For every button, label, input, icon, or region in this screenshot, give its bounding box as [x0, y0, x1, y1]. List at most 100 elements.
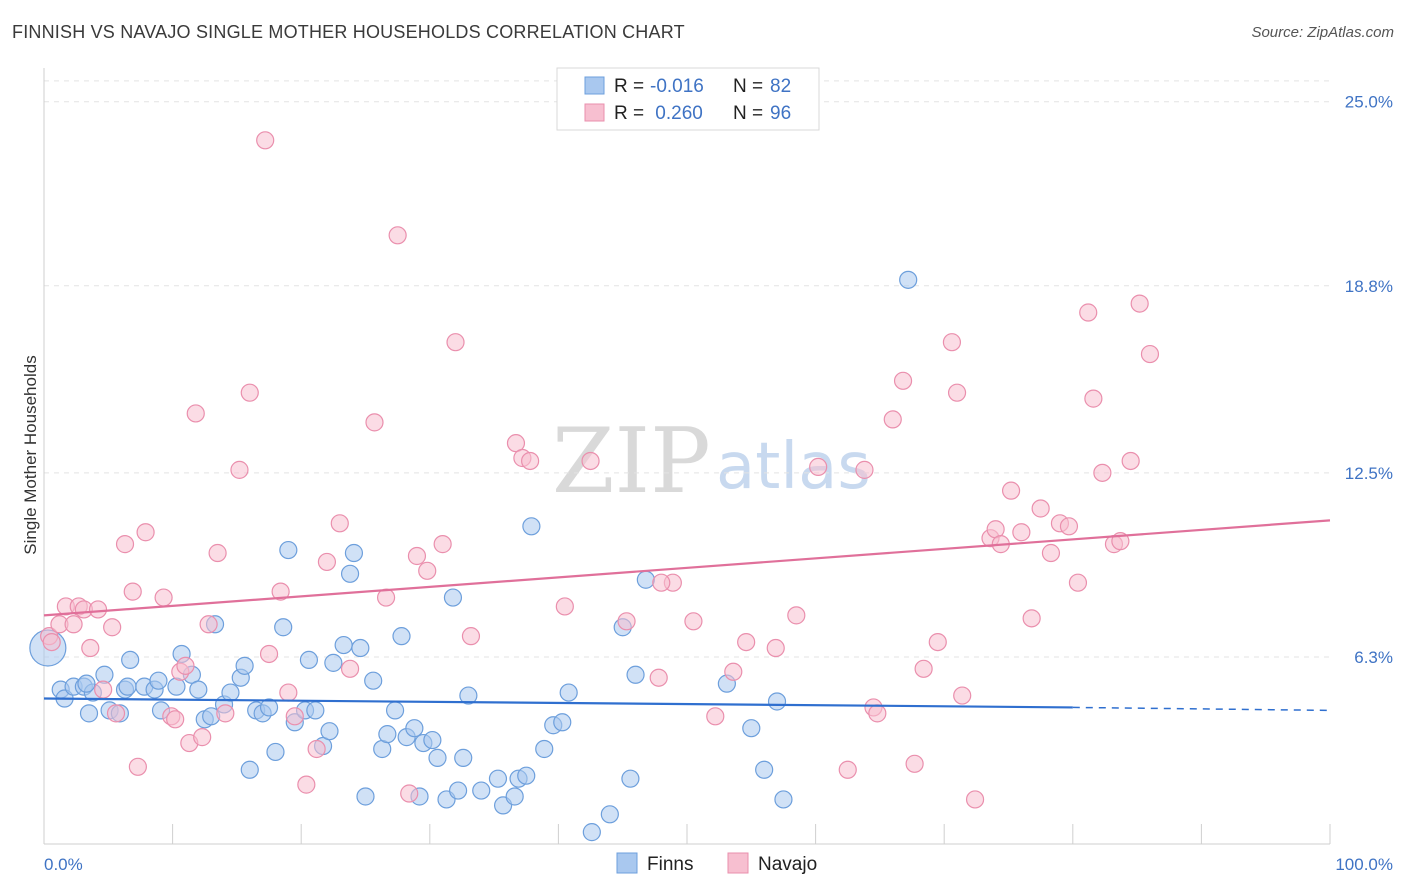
finns-point	[626, 665, 645, 684]
navajo-point	[256, 131, 275, 150]
navajo-point	[446, 333, 465, 352]
navajo-point	[199, 615, 218, 634]
finns-point	[240, 760, 259, 779]
axes	[43, 68, 1331, 845]
navajo-point	[868, 704, 887, 723]
navajo-point	[166, 710, 185, 729]
stats-legend: R = -0.016 N = 82 R = 0.260 N = 96	[556, 67, 820, 131]
navajo-point	[1012, 523, 1031, 542]
finns-point	[259, 698, 279, 717]
legend-swatch-navajo	[584, 103, 605, 122]
finns-point	[344, 543, 364, 563]
finns-point	[356, 787, 375, 806]
navajo-point	[307, 739, 326, 759]
navajo-point	[724, 662, 743, 681]
navajo-point	[128, 757, 147, 776]
legend-r-label-finns: R =	[614, 76, 644, 97]
finns-point	[77, 674, 96, 693]
finns-point	[535, 739, 554, 759]
navajo-point	[1130, 294, 1149, 313]
finns-point	[274, 618, 293, 637]
finns-point	[351, 638, 370, 658]
navajo-point	[1059, 517, 1079, 536]
navajo-point	[649, 668, 668, 687]
navajo-point	[64, 615, 83, 634]
navajo-point	[706, 707, 725, 726]
finns-point	[774, 790, 793, 809]
finns-point	[459, 686, 478, 705]
y-tick-labels: 6.3% 12.5% 18.8% 25.0%	[1345, 93, 1393, 667]
finns-point	[334, 635, 353, 655]
navajo-point	[388, 226, 407, 245]
navajo-point	[330, 514, 349, 533]
y-tick-label: 6.3%	[1354, 648, 1393, 667]
navajo-point	[123, 582, 142, 601]
navajo-point	[216, 704, 235, 723]
finns-point	[505, 787, 524, 806]
finns-point	[324, 653, 343, 672]
series-legend: Finns Navajo	[616, 852, 817, 875]
bottom-legend-finns: Finns	[647, 854, 693, 875]
finns-point	[279, 540, 298, 560]
y-tick-label: 12.5%	[1345, 464, 1393, 483]
navajo-point	[433, 535, 452, 554]
finns-point	[189, 680, 208, 699]
finns-point	[899, 270, 918, 289]
navajo-point	[106, 704, 126, 723]
navajo-point	[942, 333, 962, 352]
finns-point	[405, 719, 424, 738]
finns-point	[472, 781, 491, 800]
navajo-point	[1140, 344, 1160, 364]
navajo-point	[230, 460, 249, 479]
grid-lines	[44, 80, 1330, 658]
navajo-point	[809, 457, 828, 477]
finns-point	[621, 769, 640, 788]
navajo-point	[208, 543, 227, 563]
legend-n-value-finns: 82	[770, 76, 791, 97]
finns-point	[423, 730, 442, 750]
navajo-point	[186, 404, 205, 423]
watermark-zip: ZIP	[552, 409, 711, 514]
watermark: ZIP atlas	[552, 409, 871, 514]
navajo-point	[883, 410, 902, 429]
navajo-point	[652, 573, 671, 592]
navajo-point	[1121, 451, 1140, 471]
navajo-point	[136, 523, 155, 542]
navajo-point	[1031, 499, 1050, 518]
navajo-trend-line	[43, 519, 1331, 617]
finns-point	[121, 650, 140, 670]
finns-point	[299, 650, 319, 670]
legend-n-label-finns: N =	[733, 76, 763, 97]
finns-point	[149, 671, 168, 690]
chart-title: FINNISH VS NAVAJO SINGLE MOTHER HOUSEHOL…	[12, 22, 685, 42]
navajo-point	[965, 790, 985, 809]
navajo-point	[1079, 303, 1098, 322]
legend-r-label-navajo: R =	[614, 103, 644, 124]
navajo-point	[838, 760, 857, 779]
navajo-point	[1084, 389, 1103, 408]
finns-point	[755, 760, 774, 779]
navajo-point	[953, 686, 972, 705]
finns-trend-line	[43, 697, 1073, 709]
navajo-point	[1041, 543, 1061, 563]
navajo-point	[271, 582, 290, 601]
finns-point	[266, 742, 285, 762]
navajo-point	[400, 784, 419, 803]
finns-point	[428, 748, 447, 767]
navajo-point	[787, 606, 806, 625]
navajo-point	[365, 413, 384, 432]
finns-point	[385, 701, 405, 720]
finns-point	[79, 704, 99, 723]
navajo-point	[581, 451, 600, 471]
navajo-point	[297, 775, 316, 794]
finns-point	[392, 627, 411, 646]
trend-lines	[43, 519, 1331, 712]
navajo-point	[893, 371, 913, 390]
bottom-legend-swatch-navajo	[727, 852, 749, 874]
navajo-point	[1022, 609, 1041, 628]
finns-point	[522, 517, 541, 536]
finns-point	[364, 671, 383, 690]
navajo-point	[928, 632, 947, 652]
navajo-point	[766, 638, 785, 658]
